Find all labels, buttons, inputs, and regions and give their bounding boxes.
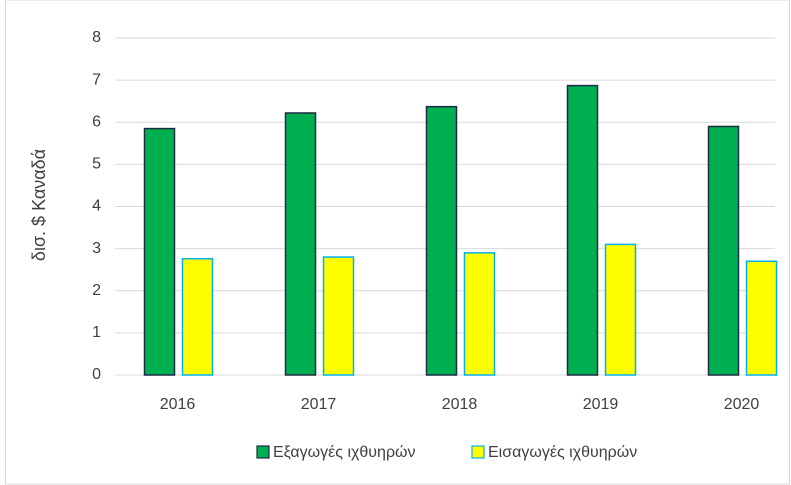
y-axis-label: δισ. $ Καναδά bbox=[29, 149, 49, 261]
x-tick-label: 2019 bbox=[583, 396, 619, 413]
bar bbox=[425, 105, 458, 376]
bar bbox=[604, 243, 637, 376]
x-tick-label: 2020 bbox=[724, 396, 760, 413]
legend-swatch bbox=[471, 445, 485, 459]
y-tick-label: 5 bbox=[92, 156, 101, 173]
y-tick-label: 3 bbox=[92, 240, 101, 257]
y-tick-label: 6 bbox=[92, 113, 101, 130]
y-tick-label: 0 bbox=[92, 366, 101, 383]
legend-label: Εξαγωγές ιχθυηρών bbox=[273, 444, 416, 461]
y-tick-label: 4 bbox=[92, 198, 101, 215]
y-tick-label: 2 bbox=[92, 282, 101, 299]
bar bbox=[566, 84, 599, 376]
x-tick-label: 2016 bbox=[160, 396, 196, 413]
x-tick-label: 2017 bbox=[301, 396, 337, 413]
y-tick-label: 8 bbox=[92, 29, 101, 46]
bar bbox=[707, 125, 740, 376]
bar bbox=[322, 256, 355, 376]
y-tick-label: 7 bbox=[92, 71, 101, 88]
bar bbox=[745, 260, 778, 376]
legend-swatch bbox=[256, 445, 270, 459]
bar bbox=[463, 252, 496, 376]
bar bbox=[143, 127, 176, 376]
x-tick-label: 2018 bbox=[442, 396, 478, 413]
bar bbox=[181, 257, 214, 376]
bar bbox=[284, 112, 317, 376]
legend-label: Εισαγωγές ιχθυηρών bbox=[488, 444, 637, 461]
y-tick-label: 1 bbox=[92, 324, 101, 341]
chart-frame bbox=[5, 0, 790, 485]
